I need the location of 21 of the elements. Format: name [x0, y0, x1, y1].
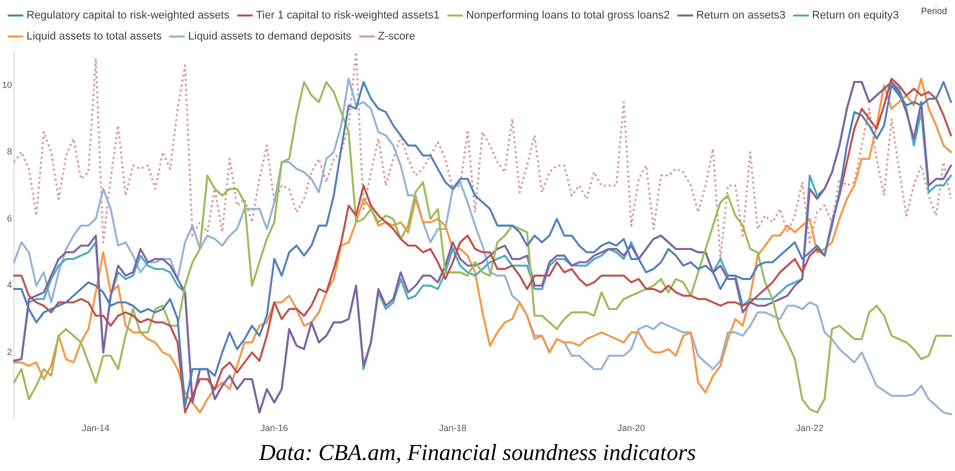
x-tick-label: Jan-22 — [796, 423, 824, 434]
x-tick-label: Jan-16 — [260, 423, 288, 434]
legend-label: Tier 1 capital to risk-weighted assets1 — [256, 10, 440, 22]
x-tick-label: Jan-14 — [82, 423, 110, 434]
legend-label: Liquid assets to demand deposits — [188, 30, 352, 43]
legend-label: Regulatory capital to risk-weighted assets — [26, 10, 230, 22]
y-tick-label: 4 — [6, 280, 12, 290]
legend-label: Liquid assets to total assets — [26, 30, 162, 43]
text: Data: CBA.am, Financial soundness indicators — [258, 439, 697, 467]
y-tick-label: 10 — [2, 80, 12, 90]
x-tick-label: Jan-20 — [617, 423, 645, 434]
legend-label: Nonperforming loans to total gross loans2 — [466, 10, 670, 22]
y-tick-label: 8 — [6, 146, 12, 157]
line-series — [13, 52, 952, 260]
legend-label: Z-score — [378, 30, 416, 43]
legend-label: Return on assets3 — [696, 10, 786, 22]
x-axis-title: Period — [920, 6, 947, 16]
y-tick-label: 2 — [6, 346, 12, 357]
legend-label: Return on equity3 — [812, 10, 899, 22]
x-tick-label: Jan-18 — [438, 423, 467, 434]
y-tick-label: 6 — [6, 213, 12, 224]
